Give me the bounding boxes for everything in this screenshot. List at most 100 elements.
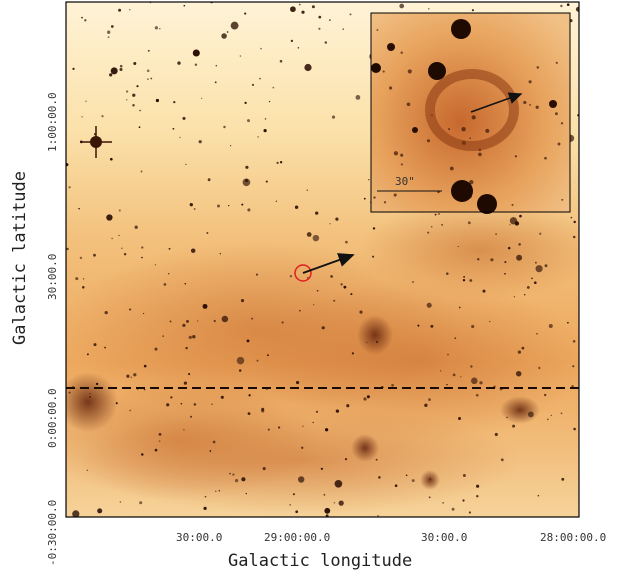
star bbox=[342, 28, 344, 30]
star bbox=[335, 217, 339, 221]
star bbox=[550, 414, 552, 417]
star bbox=[330, 275, 333, 278]
star bbox=[245, 165, 249, 169]
star bbox=[452, 373, 456, 377]
star bbox=[494, 432, 498, 437]
star bbox=[536, 332, 538, 335]
star bbox=[548, 323, 553, 329]
star bbox=[193, 208, 196, 210]
star bbox=[72, 510, 80, 517]
star bbox=[192, 335, 196, 339]
star bbox=[376, 341, 378, 343]
star bbox=[158, 440, 161, 442]
inset-scale-label: 30" bbox=[395, 175, 415, 188]
star bbox=[428, 496, 431, 499]
inset-star bbox=[407, 69, 412, 74]
y-tick-label: 1:00:00.0 bbox=[46, 92, 59, 152]
star bbox=[446, 272, 449, 275]
star bbox=[294, 205, 299, 209]
star bbox=[111, 237, 113, 240]
star bbox=[516, 254, 523, 261]
star bbox=[405, 474, 408, 477]
star bbox=[221, 315, 229, 323]
star bbox=[241, 203, 244, 206]
star bbox=[290, 6, 296, 13]
star bbox=[302, 425, 304, 427]
star bbox=[86, 353, 89, 356]
star bbox=[86, 469, 89, 472]
star bbox=[104, 310, 108, 315]
star bbox=[245, 179, 248, 183]
star bbox=[316, 289, 319, 292]
star bbox=[177, 61, 181, 65]
star bbox=[523, 293, 526, 296]
star bbox=[139, 501, 143, 505]
star bbox=[537, 494, 540, 497]
star bbox=[201, 97, 203, 99]
star bbox=[546, 418, 549, 421]
star bbox=[129, 409, 132, 412]
star bbox=[441, 224, 443, 226]
star bbox=[572, 235, 576, 239]
star bbox=[292, 493, 295, 496]
star bbox=[297, 476, 305, 483]
star bbox=[428, 398, 431, 401]
x-tick-label: 30:00.0 bbox=[421, 531, 467, 544]
star bbox=[78, 207, 80, 210]
inset-star bbox=[426, 139, 431, 143]
star bbox=[333, 299, 336, 302]
star bbox=[115, 402, 118, 405]
inset-star bbox=[400, 51, 403, 54]
star bbox=[312, 421, 314, 424]
star bbox=[202, 303, 208, 309]
star bbox=[163, 283, 167, 286]
star bbox=[521, 346, 525, 350]
inset-star bbox=[523, 100, 527, 105]
star bbox=[263, 128, 267, 133]
star bbox=[506, 416, 508, 419]
star bbox=[534, 281, 537, 285]
star bbox=[229, 144, 232, 147]
star bbox=[118, 8, 122, 12]
star bbox=[268, 100, 271, 103]
star bbox=[185, 346, 188, 350]
star bbox=[119, 501, 122, 503]
star bbox=[477, 258, 480, 261]
star bbox=[535, 265, 543, 273]
star bbox=[212, 440, 216, 444]
x-tick-label: 30:00.0 bbox=[176, 531, 222, 544]
star bbox=[68, 186, 71, 189]
y-tick-label: -0:30:00.0 bbox=[46, 500, 59, 566]
star bbox=[132, 103, 135, 107]
star bbox=[265, 180, 268, 183]
star bbox=[126, 374, 130, 378]
star bbox=[93, 253, 96, 257]
star bbox=[318, 27, 321, 30]
star bbox=[567, 321, 569, 324]
star bbox=[93, 343, 97, 347]
star bbox=[247, 412, 251, 415]
star bbox=[538, 366, 541, 370]
star bbox=[426, 302, 432, 308]
star bbox=[218, 489, 221, 492]
inset-star bbox=[461, 127, 466, 132]
star bbox=[215, 490, 217, 493]
star bbox=[189, 203, 193, 207]
star bbox=[186, 319, 189, 323]
star bbox=[504, 272, 506, 275]
star bbox=[454, 337, 457, 340]
star bbox=[355, 95, 361, 100]
star bbox=[223, 125, 226, 129]
star bbox=[297, 46, 300, 49]
inset-panel: 30" bbox=[370, 12, 571, 214]
inset-star bbox=[393, 193, 397, 197]
star bbox=[228, 204, 230, 207]
star bbox=[539, 232, 542, 235]
star bbox=[134, 225, 138, 229]
star bbox=[106, 214, 113, 221]
star bbox=[154, 26, 159, 30]
star bbox=[219, 253, 221, 255]
star bbox=[272, 86, 275, 89]
star bbox=[512, 424, 516, 428]
